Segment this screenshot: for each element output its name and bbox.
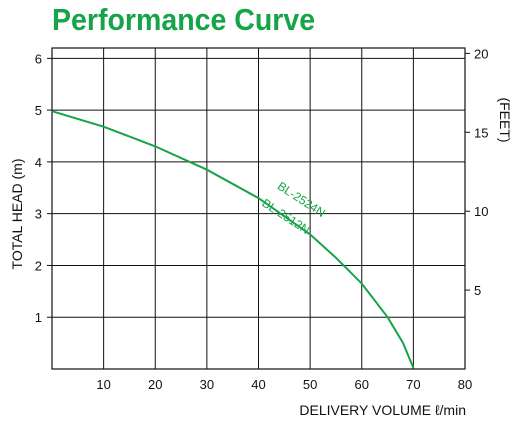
y-tick-label: 2: [35, 258, 42, 273]
y-tick-label: 1: [35, 310, 42, 325]
x-tick-label: 80: [458, 377, 472, 392]
y-tick-label: 4: [35, 155, 42, 170]
y-tick-labels: 1 2 3 4 5 6: [35, 51, 42, 325]
y2-tick-label: 20: [474, 46, 488, 61]
x-tick-label: 70: [406, 377, 420, 392]
y2-tick-label: 10: [474, 204, 488, 219]
y-tick-label: 5: [35, 103, 42, 118]
y-tick-label: 3: [35, 207, 42, 222]
x-axis-label: DELIVERY VOLUME ℓ/min: [299, 402, 466, 418]
x-tick-label: 50: [303, 377, 317, 392]
x-tick-labels: 10 20 30 40 50 60 70 80: [96, 377, 472, 392]
x-tick-label: 60: [355, 377, 369, 392]
x-tick-label: 40: [251, 377, 265, 392]
y2-tick-labels: 5 10 15 20: [474, 46, 488, 298]
x-tick-label: 10: [96, 377, 110, 392]
plot-frame: [51, 47, 466, 370]
y2-tick-label: 15: [474, 125, 488, 140]
x-tick-label: 30: [200, 377, 214, 392]
performance-curve: [51, 110, 415, 369]
y-axis-label: TOTAL HEAD (m): [9, 159, 25, 270]
chart-title: Performance Curve: [52, 2, 316, 37]
grid-lines: [47, 48, 470, 369]
y2-axis-label: (FEET): [497, 97, 513, 142]
y2-tick-label: 5: [474, 283, 481, 298]
x-tick-label: 20: [148, 377, 162, 392]
y-tick-label: 6: [35, 51, 42, 66]
